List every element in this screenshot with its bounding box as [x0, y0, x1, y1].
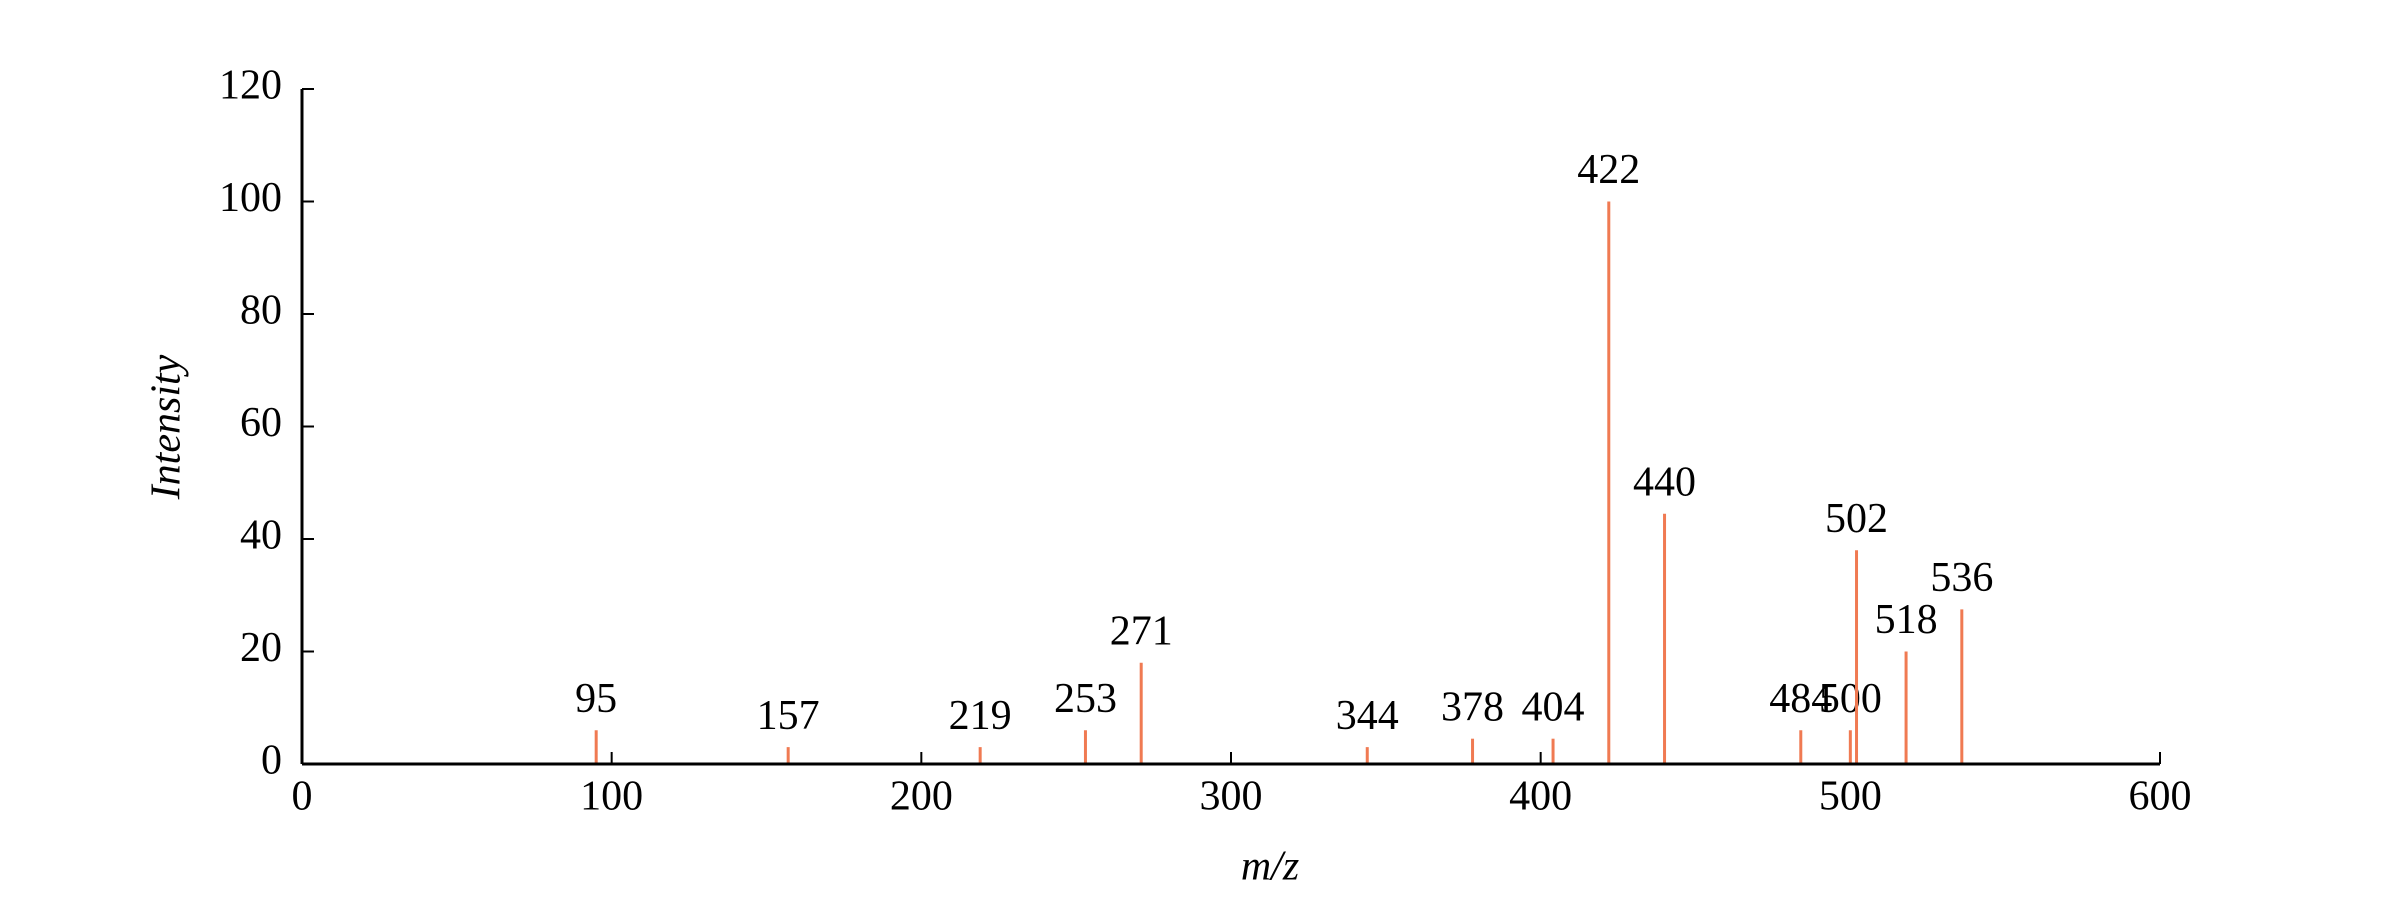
- peak-label: 536: [1930, 555, 1993, 601]
- peak-label: 500: [1819, 676, 1882, 722]
- x-tick-label: 200: [890, 774, 953, 820]
- y-tick-label: 0: [261, 738, 282, 784]
- peak-label: 404: [1522, 684, 1585, 730]
- y-tick-label: 80: [240, 288, 282, 334]
- peak-label: 219: [949, 693, 1012, 739]
- x-tick-label: 500: [1819, 774, 1882, 820]
- x-tick-label: 600: [2129, 774, 2192, 820]
- peak-label: 484: [1769, 676, 1832, 722]
- peak-label: 344: [1336, 693, 1399, 739]
- y-tick-label: 60: [240, 400, 282, 446]
- peak-label: 253: [1054, 676, 1117, 722]
- y-axis-title: Intensity: [144, 354, 190, 500]
- peak-label: 502: [1825, 496, 1888, 542]
- x-tick-label: 400: [1509, 774, 1572, 820]
- x-axis-title: m/z: [1241, 844, 1299, 890]
- peak-label: 95: [575, 676, 617, 722]
- peak-label: 378: [1441, 684, 1504, 730]
- y-tick-label: 100: [219, 175, 282, 221]
- peak-label: 422: [1577, 147, 1640, 193]
- x-tick-label: 0: [292, 774, 313, 820]
- y-tick-label: 40: [240, 513, 282, 559]
- peak-label: 271: [1110, 608, 1173, 654]
- y-tick-label: 120: [219, 63, 282, 109]
- peak-label: 440: [1633, 459, 1696, 505]
- x-tick-label: 300: [1200, 774, 1263, 820]
- peak-label: 518: [1875, 597, 1938, 643]
- x-tick-label: 100: [580, 774, 643, 820]
- peak-label: 157: [757, 693, 820, 739]
- y-tick-label: 20: [240, 625, 282, 671]
